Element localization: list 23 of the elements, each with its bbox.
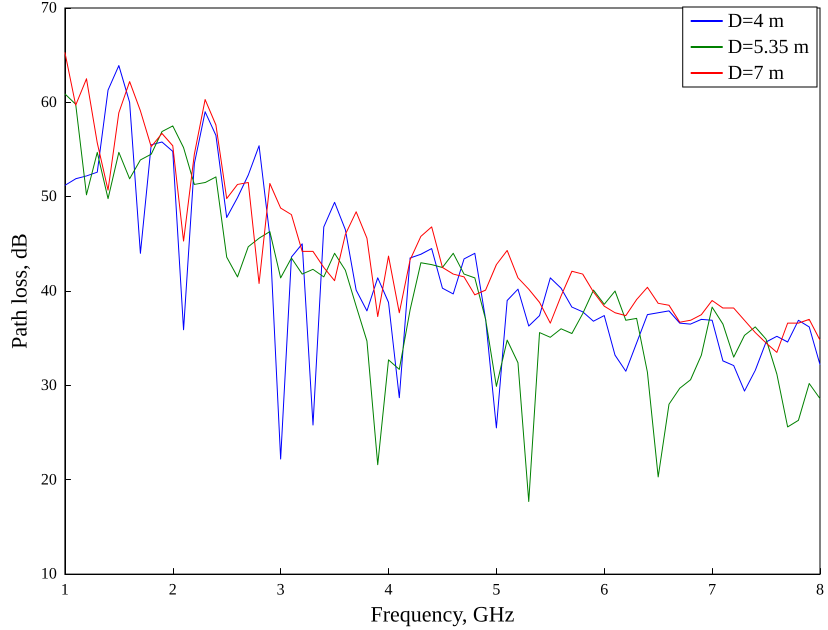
y-tick-label: 20 xyxy=(40,471,57,488)
line-series xyxy=(64,65,820,460)
x-axis-title: Frequency, GHz xyxy=(370,602,515,626)
y-axis-title: Path loss, dB xyxy=(6,233,32,349)
y-tick-label: 50 xyxy=(40,188,57,206)
legend-label: D=5.35 m xyxy=(728,36,810,58)
x-tick-label: 8 xyxy=(816,582,824,599)
y-tick-label: 60 xyxy=(40,94,57,111)
y-tick-label: 10 xyxy=(40,566,57,583)
y-tick-label: 30 xyxy=(40,376,57,394)
x-tick-label: 7 xyxy=(708,582,716,599)
x-tick-label: 4 xyxy=(384,582,393,599)
x-tick-label: 1 xyxy=(60,582,69,599)
legend-label: D=4 m xyxy=(728,10,784,32)
legend-label: D=7 m xyxy=(728,62,784,84)
x-tick-label: 5 xyxy=(492,582,500,599)
x-tick-label: 6 xyxy=(600,582,608,599)
x-tick-label: 3 xyxy=(276,582,285,599)
y-tick-label: 70 xyxy=(40,0,57,16)
y-tick-label: 40 xyxy=(40,282,57,300)
line-series xyxy=(64,52,820,353)
x-tick-label: 2 xyxy=(168,582,177,599)
line-series xyxy=(64,93,820,502)
